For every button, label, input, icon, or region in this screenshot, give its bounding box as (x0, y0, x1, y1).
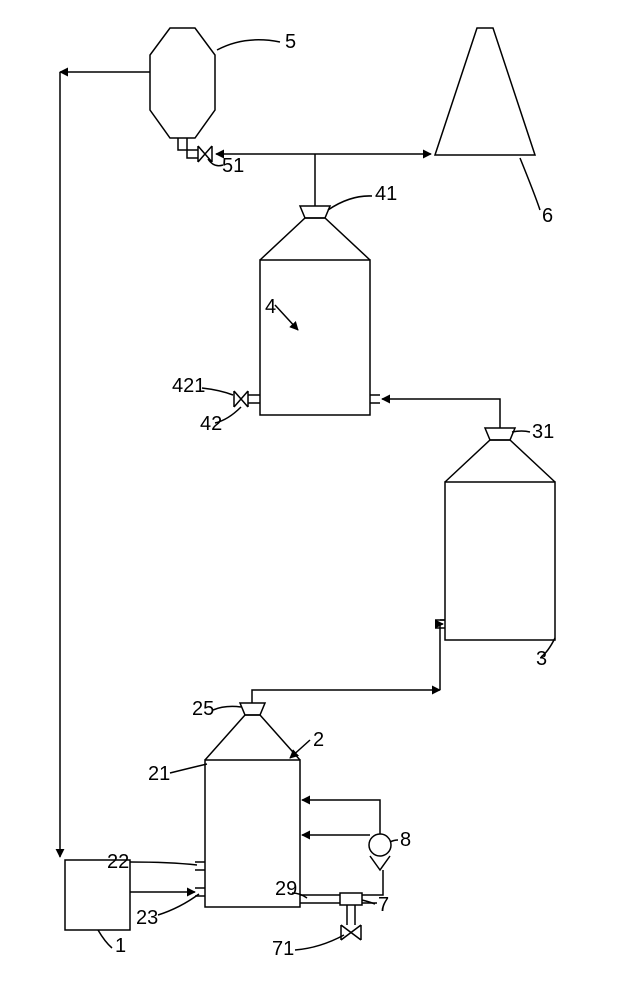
label-41: 41 (375, 183, 397, 205)
label-51: 51 (222, 155, 244, 177)
component-25-opening (240, 703, 265, 715)
label-7: 7 (378, 894, 389, 916)
labels-group: 1 2 21 22 23 25 29 3 31 4 41 42 421 5 51… (107, 31, 554, 960)
label-3: 3 (536, 648, 547, 670)
component-31-opening (485, 428, 515, 440)
label-8: 8 (400, 829, 411, 851)
component-7-tee (340, 893, 362, 905)
label-31: 31 (532, 421, 554, 443)
label-2: 2 (313, 729, 324, 751)
process-diagram: 1 2 21 22 23 25 29 3 31 4 41 42 421 5 51… (0, 0, 639, 1000)
label-23: 23 (136, 907, 158, 929)
valve-71 (341, 925, 361, 940)
component-41-opening (300, 206, 330, 218)
label-1: 1 (115, 935, 126, 957)
component-8-pump (369, 834, 391, 856)
label-25: 25 (192, 698, 214, 720)
component-6-cone (435, 28, 535, 155)
label-21: 21 (148, 763, 170, 785)
valve-51 (198, 146, 212, 162)
component-4-roof (260, 218, 370, 260)
label-5: 5 (285, 31, 296, 53)
component-21-roof (205, 715, 300, 760)
label-71: 71 (272, 938, 294, 960)
label-421: 421 (172, 375, 205, 397)
label-6: 6 (542, 205, 553, 227)
label-4: 4 (265, 296, 276, 318)
component-3-body (445, 482, 555, 640)
component-3-roof (445, 440, 555, 482)
label-22: 22 (107, 851, 129, 873)
valve-421 (234, 391, 248, 407)
label-29: 29 (275, 878, 297, 900)
label-42: 42 (200, 413, 222, 435)
component-5 (150, 28, 215, 138)
component-4-body (260, 260, 370, 415)
